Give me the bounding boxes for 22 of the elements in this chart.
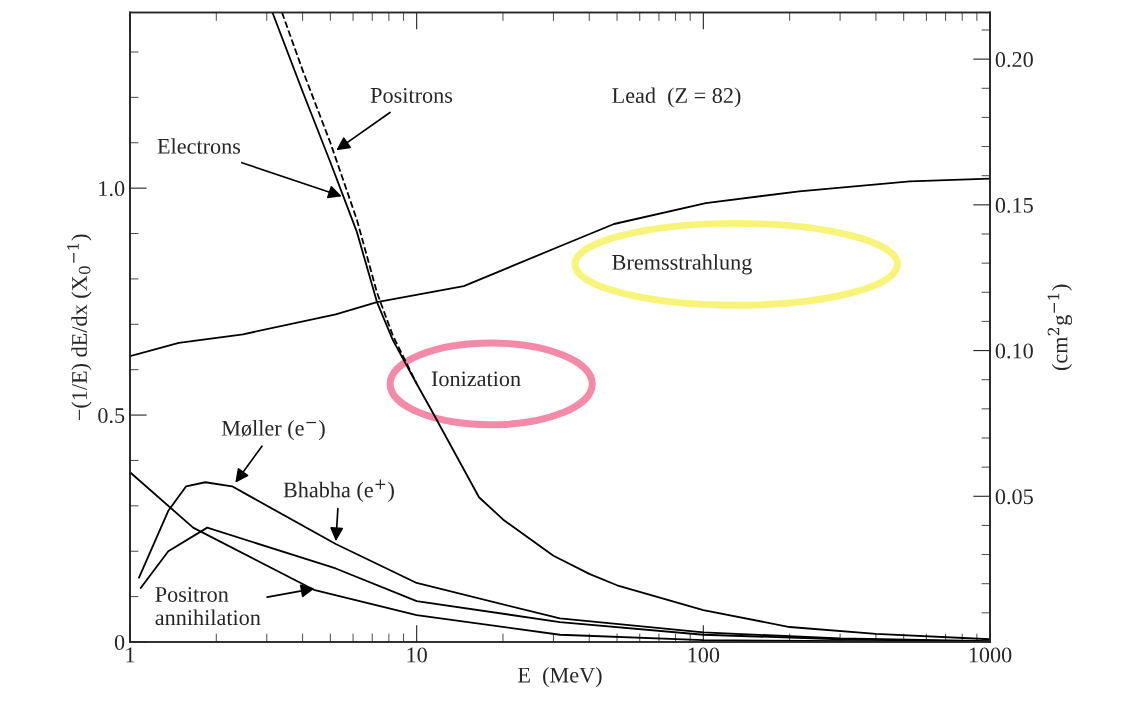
y2-tick-label: 0.05 [995, 489, 1033, 505]
y2-axis-title: (cm$^{2}$g$^{−1}$) [1047, 284, 1073, 371]
y-tick-label: 1.0 [99, 181, 125, 197]
annotation: Positrons [370, 87, 453, 103]
annotation: Positron annihilation [155, 586, 261, 626]
annotation: Bhabha (e$^{+}$) [283, 479, 394, 502]
x-tick-label: 1000 [969, 647, 1012, 663]
x-tick-label: 100 [688, 647, 720, 663]
x-axis-title: E (MeV) [518, 667, 602, 688]
y-tick-label: 0 [114, 634, 125, 650]
y2-tick-label: 0.20 [995, 52, 1033, 68]
annotation: Bremsstrahlung [612, 254, 752, 275]
annotation: Møller (e$^{−}$) [221, 420, 325, 441]
x-tick-label: 10 [407, 647, 427, 663]
annotation: Ionization [431, 371, 521, 387]
annotation: Electrons [157, 138, 241, 154]
annotation: Lead (Z = 82) [612, 87, 741, 108]
y-axis-title: −(1/E) dE/dx (X$_{0}$$^{−1}$) [67, 234, 92, 421]
x-tick-label: 1 [126, 647, 135, 663]
y2-tick-label: 0.10 [995, 343, 1033, 359]
y2-tick-label: 0.15 [995, 197, 1033, 213]
y-tick-label: 0.5 [98, 408, 125, 424]
